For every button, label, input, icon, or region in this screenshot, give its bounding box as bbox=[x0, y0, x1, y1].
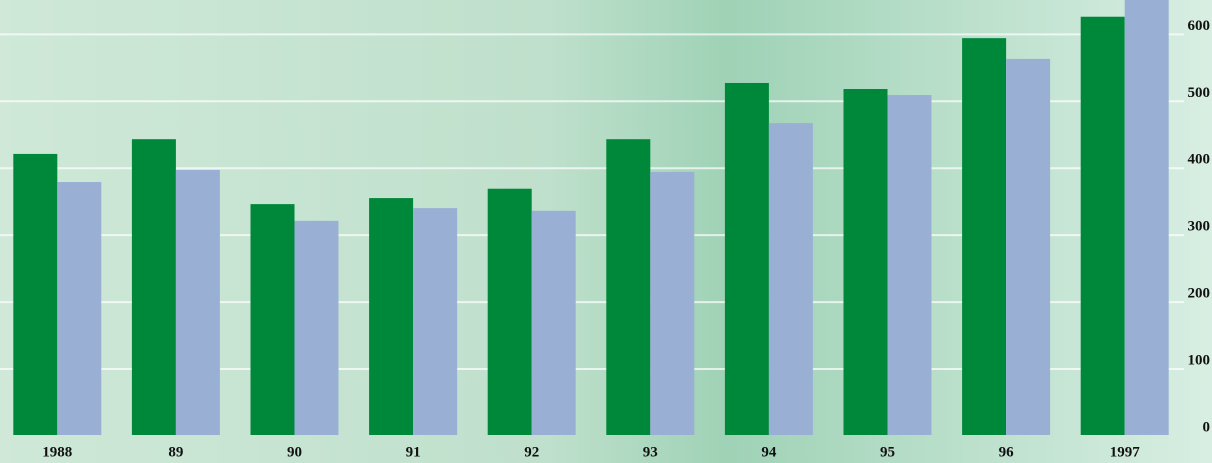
bar bbox=[650, 171, 695, 435]
bar bbox=[1124, 0, 1169, 435]
bar bbox=[768, 123, 813, 435]
bar bbox=[962, 38, 1007, 436]
y-tick-label: 300 bbox=[1188, 219, 1211, 235]
y-tick-label: 200 bbox=[1188, 286, 1211, 302]
x-tick-label: 1997 bbox=[1110, 444, 1141, 460]
bar bbox=[413, 208, 458, 435]
x-tick-label: 91 bbox=[406, 444, 421, 460]
bar bbox=[131, 139, 176, 435]
x-tick-label: 89 bbox=[168, 444, 183, 460]
bar bbox=[843, 89, 888, 435]
y-tick-label: 0 bbox=[1203, 419, 1211, 435]
bar bbox=[1006, 58, 1051, 436]
x-tick-label: 94 bbox=[761, 444, 777, 460]
bar bbox=[1080, 16, 1125, 435]
bar bbox=[57, 182, 102, 435]
y-tick-label: 600 bbox=[1188, 18, 1211, 34]
bar bbox=[294, 220, 339, 435]
bar bbox=[175, 169, 220, 435]
x-tick-label: 1988 bbox=[42, 444, 72, 460]
bar bbox=[487, 188, 532, 435]
x-tick-label: 92 bbox=[524, 444, 539, 460]
bar bbox=[13, 153, 58, 435]
bar bbox=[250, 204, 295, 435]
x-tick-label: 96 bbox=[999, 444, 1015, 460]
y-tick-label: 100 bbox=[1188, 353, 1211, 369]
y-tick-label: 500 bbox=[1188, 85, 1211, 101]
bar bbox=[606, 139, 651, 435]
bar bbox=[531, 210, 576, 435]
bar bbox=[369, 198, 414, 435]
bar bbox=[724, 82, 769, 435]
bar bbox=[887, 95, 932, 436]
x-tick-label: 90 bbox=[287, 444, 302, 460]
x-tick-label: 95 bbox=[880, 444, 895, 460]
x-tick-label: 93 bbox=[643, 444, 658, 460]
y-tick-label: 400 bbox=[1188, 152, 1211, 168]
